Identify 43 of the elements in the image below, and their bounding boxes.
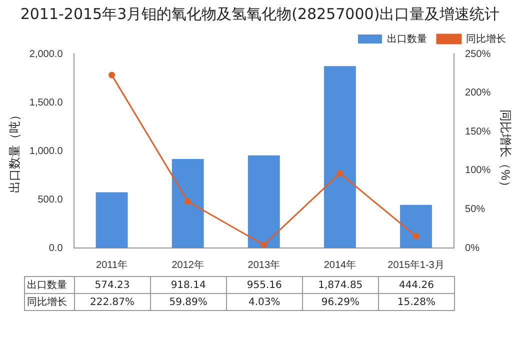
x-tick-label: 2015年1-3月 — [388, 258, 444, 271]
x-tick-label: 2011年 — [96, 258, 128, 271]
point — [336, 170, 344, 177]
y2-axis-title: 同比增长（%） — [498, 110, 512, 192]
y-tick-label: 1,500.0 — [29, 97, 64, 108]
x-tick-label: 2012年 — [172, 258, 204, 271]
y2-tick-label: 250% — [465, 48, 491, 60]
y-tick-label: 500.0 — [38, 194, 64, 206]
data-label: 574.23 — [74, 276, 150, 294]
data-label: 955.16 — [226, 276, 302, 294]
y2-tick-label: 150% — [465, 126, 491, 138]
legend-label: 同比增长 — [466, 32, 506, 45]
data-label: 96.29% — [302, 294, 378, 310]
y2-tick-label: 0% — [465, 242, 480, 254]
y-tick-label: 0.0 — [48, 242, 64, 254]
bar — [172, 158, 204, 248]
data-label: 59.89% — [150, 294, 226, 310]
y-axis-title: 出口数量（吨） — [8, 109, 22, 193]
data-label: 15.28% — [378, 294, 454, 310]
x-tick-label: 2013年 — [248, 258, 280, 271]
text: 同比增长 — [26, 297, 67, 308]
y-tick-label: 1,000.0 — [29, 146, 64, 157]
point — [184, 198, 192, 205]
x-tick-label: 2014年 — [324, 258, 356, 271]
point — [108, 72, 116, 78]
text: 出口数量 — [26, 280, 67, 291]
data-label: 4.03% — [226, 294, 302, 310]
chart-title: 2011-2015年3月钼的氧化物及氢氧化物(28257000)出口量及增速统计 — [19, 4, 501, 24]
y2-tick-label: 100% — [465, 165, 491, 176]
y-tick-label: 2,000.0 — [29, 48, 64, 60]
bar — [400, 204, 432, 248]
data-label: 1,874.85 — [302, 276, 378, 294]
data-label: 444.26 — [378, 276, 454, 294]
bar — [248, 155, 280, 248]
data-label: 222.87% — [74, 294, 150, 310]
bar — [96, 192, 128, 248]
y2-tick-label: 200% — [465, 88, 491, 99]
point — [260, 242, 268, 248]
point — [412, 232, 420, 240]
y2-tick-label: 50% — [465, 204, 486, 215]
data-label: 918.14 — [150, 276, 226, 294]
bar — [324, 66, 356, 248]
legend-label: 出口数量 — [387, 32, 427, 45]
